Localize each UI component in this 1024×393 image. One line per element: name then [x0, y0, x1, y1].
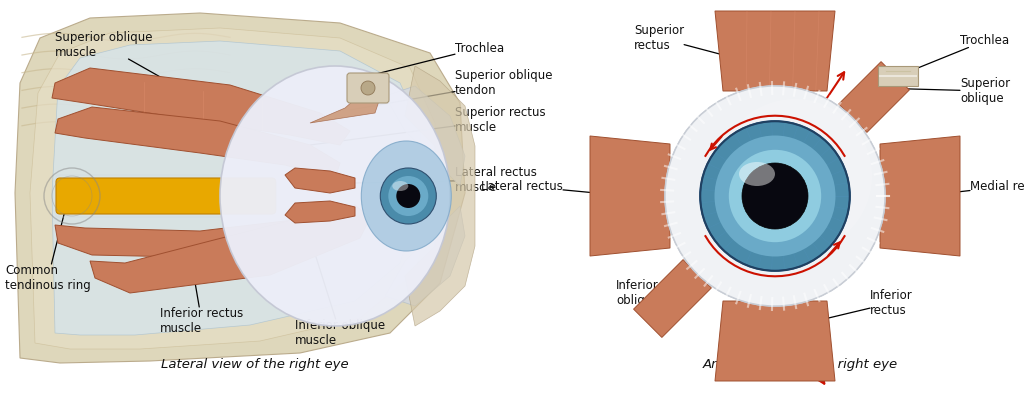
Polygon shape: [52, 68, 350, 145]
Text: Medial rectus: Medial rectus: [922, 180, 1024, 196]
Text: Trochlea: Trochlea: [898, 35, 1009, 76]
Circle shape: [388, 176, 428, 216]
Polygon shape: [590, 136, 670, 256]
FancyBboxPatch shape: [347, 73, 389, 103]
Polygon shape: [839, 62, 909, 132]
Text: Superior
oblique: Superior oblique: [883, 77, 1010, 105]
Circle shape: [380, 168, 436, 224]
Circle shape: [665, 86, 885, 306]
Text: Superior oblique
tendon: Superior oblique tendon: [350, 69, 553, 110]
Polygon shape: [285, 201, 355, 223]
Text: Lateral rectus
muscle: Lateral rectus muscle: [355, 166, 537, 194]
FancyBboxPatch shape: [56, 178, 275, 214]
Text: Inferior rectus
muscle: Inferior rectus muscle: [160, 253, 244, 335]
Ellipse shape: [718, 99, 872, 253]
Polygon shape: [880, 136, 961, 256]
Circle shape: [715, 136, 836, 257]
Text: Inferior
oblique: Inferior oblique: [616, 274, 697, 307]
Ellipse shape: [739, 162, 775, 186]
Text: Trochlea: Trochlea: [368, 42, 504, 76]
Polygon shape: [15, 13, 465, 363]
Text: Anterior view of the right eye: Anterior view of the right eye: [702, 358, 898, 371]
Polygon shape: [55, 107, 340, 178]
Ellipse shape: [392, 181, 409, 191]
Circle shape: [742, 163, 808, 229]
Polygon shape: [878, 66, 918, 86]
Text: Inferior oblique
muscle: Inferior oblique muscle: [295, 238, 385, 347]
Circle shape: [361, 81, 375, 95]
Text: Lateral view of the right eye: Lateral view of the right eye: [161, 358, 349, 371]
Circle shape: [700, 121, 850, 271]
Polygon shape: [55, 215, 345, 258]
Polygon shape: [715, 11, 835, 91]
Polygon shape: [30, 28, 438, 349]
Ellipse shape: [220, 66, 450, 326]
Text: Inferior
rectus: Inferior rectus: [795, 289, 912, 326]
Circle shape: [396, 184, 420, 208]
Polygon shape: [52, 41, 422, 335]
Text: Superior rectus
muscle: Superior rectus muscle: [310, 106, 546, 145]
Polygon shape: [634, 260, 712, 338]
Text: Lateral rectus: Lateral rectus: [481, 180, 628, 196]
Text: Common
tendinous ring: Common tendinous ring: [5, 183, 91, 292]
Polygon shape: [715, 301, 835, 381]
Polygon shape: [385, 206, 465, 306]
Circle shape: [665, 86, 885, 306]
Polygon shape: [385, 86, 465, 186]
Circle shape: [729, 150, 821, 242]
Polygon shape: [406, 66, 475, 326]
Ellipse shape: [361, 141, 452, 251]
Text: Superior
rectus: Superior rectus: [634, 24, 765, 66]
Text: Superior oblique
muscle: Superior oblique muscle: [55, 31, 185, 91]
Polygon shape: [310, 88, 380, 123]
Polygon shape: [285, 168, 355, 193]
Polygon shape: [90, 205, 370, 293]
